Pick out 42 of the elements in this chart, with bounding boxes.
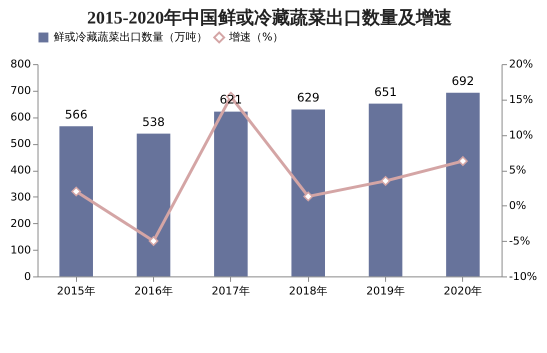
point bbox=[458, 156, 468, 166]
y2-tick-label: -5% bbox=[508, 234, 530, 248]
y-tick-label: 100 bbox=[10, 243, 32, 256]
data-label: 566 bbox=[64, 107, 88, 122]
bar bbox=[291, 110, 326, 276]
x-tick-label: 2016年 bbox=[134, 284, 173, 298]
y-tick-label: 300 bbox=[10, 190, 32, 204]
x-tick-label: 2020年 bbox=[444, 284, 482, 298]
bar bbox=[446, 92, 480, 276]
bar bbox=[136, 134, 170, 276]
x-tick-label: 2015年 bbox=[56, 284, 96, 298]
y2-tick-label: 20% bbox=[508, 58, 534, 71]
point bbox=[303, 192, 314, 202]
legend-label: 增速（%） bbox=[228, 30, 284, 44]
data-label: 692 bbox=[452, 74, 474, 88]
y2-tick-label: -10% bbox=[508, 270, 538, 283]
y2-tick-label: 15% bbox=[508, 92, 534, 106]
bar bbox=[59, 126, 93, 276]
y-tick-label: 600 bbox=[10, 110, 32, 124]
y-tick-label: 200 bbox=[10, 216, 32, 230]
data-label: 538 bbox=[142, 114, 165, 129]
x-tick-label: 2018年 bbox=[288, 284, 328, 298]
x-tick-label: 2017年 bbox=[212, 284, 250, 298]
x-tick-label: 2019年 bbox=[366, 284, 405, 298]
point bbox=[380, 176, 390, 186]
data-label: 629 bbox=[296, 90, 320, 105]
chart-title: 2015-2020年中国鲜或冷藏蔬菜出口数量及增速 bbox=[87, 8, 452, 28]
bar bbox=[214, 112, 248, 276]
y2-tick-label: 5% bbox=[508, 164, 526, 177]
point bbox=[71, 186, 82, 196]
point bbox=[148, 236, 158, 246]
legend-label: 鲜或冷藏蔬菜出口数量（万吨） bbox=[53, 30, 208, 44]
y2-tick-label: 10% bbox=[508, 128, 534, 142]
bar bbox=[368, 104, 402, 276]
y2-tick-label: 0% bbox=[508, 199, 526, 212]
data-label: 621 bbox=[220, 92, 242, 107]
y-tick-label: 0 bbox=[24, 270, 32, 283]
y-tick-label: 500 bbox=[10, 137, 32, 150]
data-label: 651 bbox=[374, 84, 397, 99]
y-tick-label: 700 bbox=[10, 84, 32, 98]
y-tick-label: 800 bbox=[10, 58, 32, 71]
y-tick-label: 400 bbox=[10, 164, 32, 177]
